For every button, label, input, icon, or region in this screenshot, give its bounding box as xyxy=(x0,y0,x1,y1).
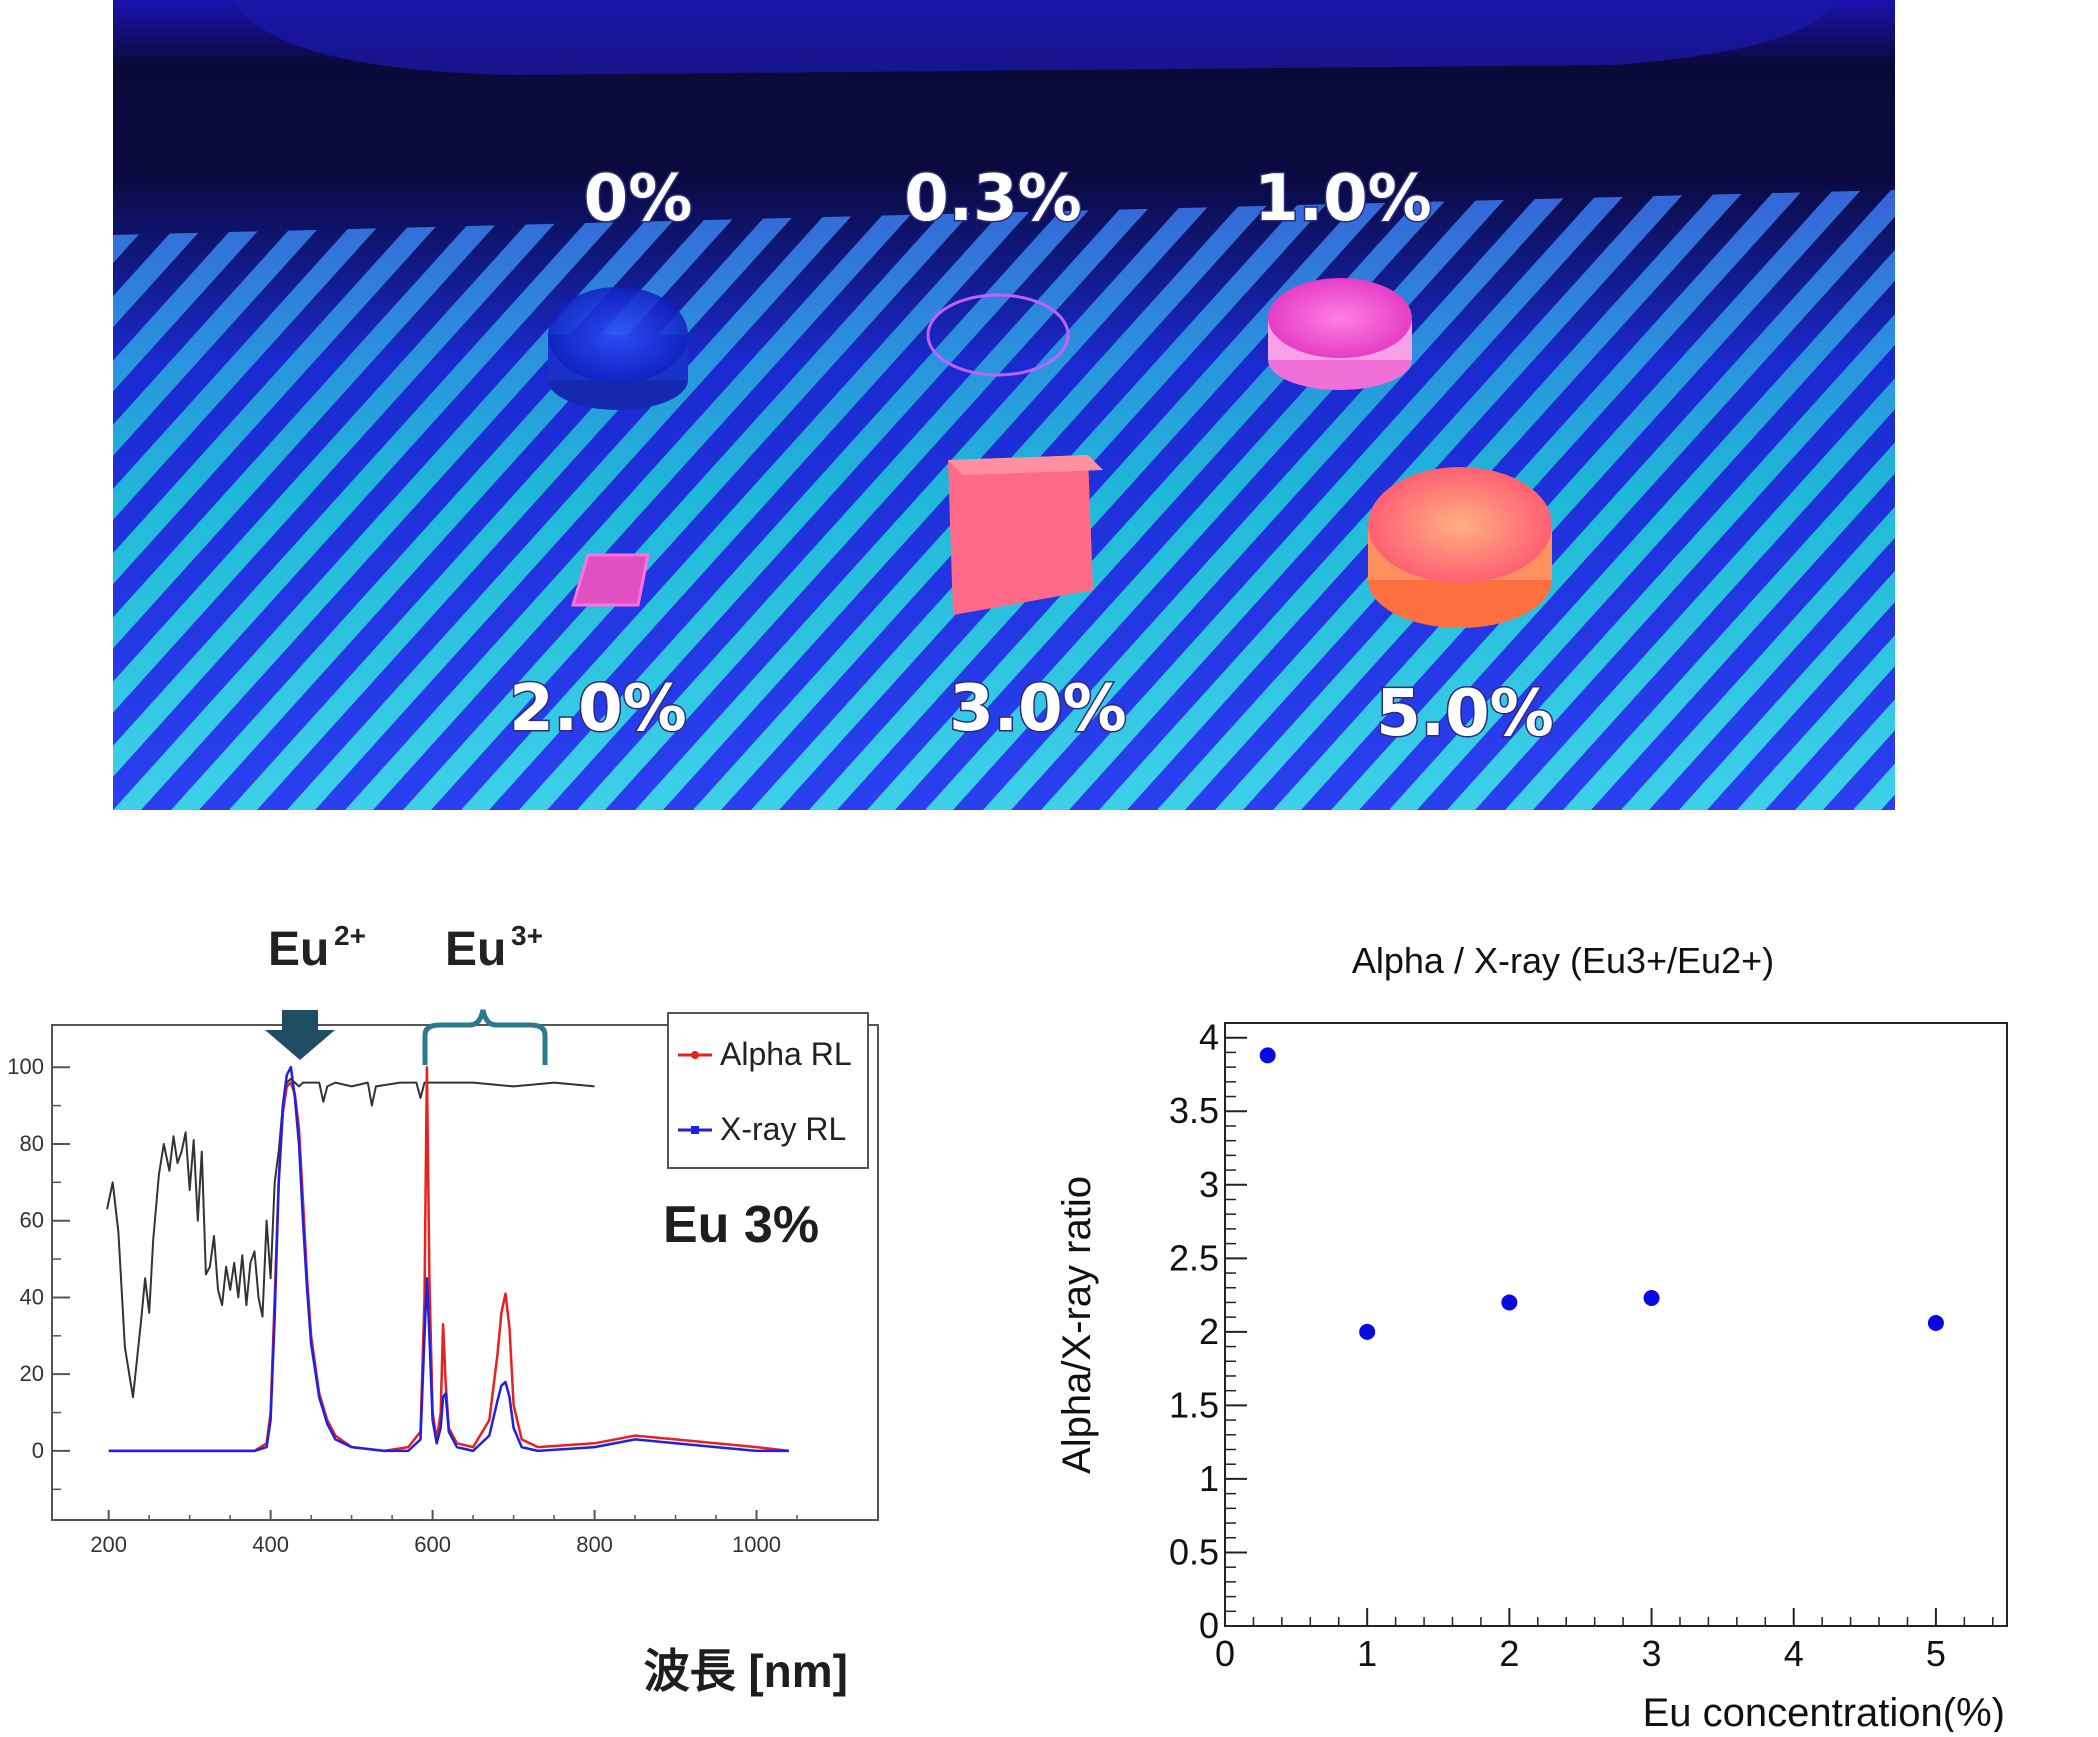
eu2-annotation: Eu 2+ xyxy=(265,920,366,1060)
ratio-data-point xyxy=(1359,1323,1376,1340)
floor-stripe xyxy=(1563,190,1895,810)
floor-stripe xyxy=(519,190,1107,810)
spectrum-y-tick-label: 60 xyxy=(20,1208,44,1233)
ratio-data-point xyxy=(1501,1294,1518,1311)
eu2-superscript: 2+ xyxy=(334,920,366,951)
legend-entry-xray: X-ray RL xyxy=(678,1111,846,1147)
floor-stripe xyxy=(577,190,1165,810)
ratio-y-tick-label: 4 xyxy=(1199,1017,1219,1058)
floor-stripe xyxy=(1273,190,1861,810)
spectrum-x-axis-label: 波長 [nm] xyxy=(644,1645,848,1697)
floor-stripe xyxy=(403,190,991,810)
ratio-y-tick-label: 1.5 xyxy=(1169,1384,1219,1425)
sample-photo: 0% 0.3% 1.0% 2.0% 3.0% 5.0% xyxy=(113,0,1895,810)
label-0pct: 0% xyxy=(584,162,693,236)
sample-1pct xyxy=(1268,278,1412,390)
spectrum-legend: Alpha RL X-ray RL xyxy=(667,1012,869,1169)
floor-stripe xyxy=(113,190,469,810)
floor-stripe xyxy=(809,190,1397,810)
spectrum-x-tick-label: 600 xyxy=(414,1532,451,1557)
series-transmittance-line xyxy=(106,1077,595,1399)
eu3-superscript: 3+ xyxy=(511,920,543,951)
ratio-chart-title: Alpha / X-ray (Eu3+/Eu2+) xyxy=(1352,940,1774,981)
floor-stripe xyxy=(461,190,1049,810)
ratio-y-axis-label: Alpha/X-ray ratio xyxy=(1055,1176,1099,1474)
label-1pct: 1.0% xyxy=(1254,162,1432,236)
ratio-y-tick-label: 2.5 xyxy=(1169,1237,1219,1278)
floor-stripe xyxy=(635,190,1223,810)
sample-2pct xyxy=(570,553,650,607)
floor-stripe xyxy=(1447,190,1895,810)
ratio-plot-frame xyxy=(1224,1022,2008,1627)
spectrum-y-tick-label: 20 xyxy=(20,1361,44,1386)
ratio-y-tick-label: 3.5 xyxy=(1169,1090,1219,1131)
floor-stripe xyxy=(113,190,353,810)
legend-alpha-label: Alpha RL xyxy=(720,1036,852,1072)
floor-stripe xyxy=(1331,190,1895,810)
sample-3pct xyxy=(948,455,1103,615)
spectrum-x-tick-label: 800 xyxy=(576,1532,613,1557)
ratio-y-tick-label: 2 xyxy=(1199,1311,1219,1352)
ratio-x-tick-label: 2 xyxy=(1499,1633,1519,1674)
floor-stripe xyxy=(113,190,643,810)
floor-stripe xyxy=(345,190,933,810)
eu2-arrow-icon xyxy=(265,1010,335,1060)
ratio-x-tick-label: 1 xyxy=(1357,1633,1377,1674)
spectrum-y-tick-label: 40 xyxy=(20,1284,44,1309)
floor-stripe xyxy=(113,190,585,810)
spectrum-y-tick-label: 80 xyxy=(20,1131,44,1156)
label-0-3pct: 0.3% xyxy=(904,162,1082,236)
ratio-y-tick-label: 0.5 xyxy=(1169,1531,1219,1572)
floor-stripe xyxy=(113,190,527,810)
ratio-data-point xyxy=(1927,1315,1944,1332)
ratio-x-tick-label: 4 xyxy=(1784,1633,1804,1674)
spectrum-x-tick-label: 200 xyxy=(90,1532,127,1557)
floor-stripe xyxy=(1621,190,1895,810)
floor-stripe xyxy=(983,190,1571,810)
eu3-label: Eu xyxy=(445,923,506,976)
sample-0pct xyxy=(548,287,688,410)
floor-stripe xyxy=(1041,190,1629,810)
ratio-chart: 0 1 2 3 4 5 0 0.5 1 1.5 2 2.5 3 3.5 4 Alpha / X-ray (E… xyxy=(1000,905,2098,1735)
label-3pct: 3.0% xyxy=(949,672,1127,746)
sample-label: Eu 3% xyxy=(663,1196,819,1254)
floor-stripe xyxy=(1505,190,1895,810)
spectrum-x-tick-label: 400 xyxy=(252,1532,289,1557)
spectrum-y-tick-label: 100 xyxy=(7,1054,44,1079)
floor-stripe xyxy=(1737,190,1895,810)
spectrum-chart: 200 400 600 800 1000 0 20 40 60 80 100 Eu 2+ Eu 3+… xyxy=(0,905,930,1732)
spectrum-x-tick-label: 1000 xyxy=(732,1532,781,1557)
floor-stripe xyxy=(113,190,295,810)
legend-xray-label: X-ray RL xyxy=(720,1111,846,1147)
ratio-y-tick-label: 0 xyxy=(1199,1605,1219,1646)
floor-stripe xyxy=(113,190,411,810)
ratio-data-point xyxy=(1259,1047,1276,1064)
floor-stripe xyxy=(1679,190,1895,810)
ratio-x-tick-label: 0 xyxy=(1215,1633,1235,1674)
eu3-brace-icon xyxy=(422,1009,548,1065)
ratio-x-axis-label: Eu concentration(%) xyxy=(1643,1691,2005,1732)
eu3-annotation: Eu 3+ xyxy=(422,920,548,1065)
ratio-data-point xyxy=(1643,1290,1660,1307)
label-2pct: 2.0% xyxy=(509,672,687,746)
ratio-y-tick-label: 1 xyxy=(1199,1458,1219,1499)
ratio-x-tick-label: 5 xyxy=(1926,1633,1946,1674)
floor-stripe xyxy=(1389,190,1895,810)
legend-entry-alpha: Alpha RL xyxy=(678,1036,852,1072)
sample-0-3pct xyxy=(926,293,1070,377)
label-5pct: 5.0% xyxy=(1376,677,1554,751)
series-xray-rl-line xyxy=(108,1065,789,1453)
sample-5pct xyxy=(1368,467,1552,628)
spectrum-y-tick-label: 0 xyxy=(32,1438,44,1463)
ratio-y-tick-label: 3 xyxy=(1199,1164,1219,1205)
eu2-label: Eu xyxy=(268,923,329,976)
floor-stripe xyxy=(287,190,875,810)
ratio-x-tick-label: 3 xyxy=(1642,1633,1662,1674)
